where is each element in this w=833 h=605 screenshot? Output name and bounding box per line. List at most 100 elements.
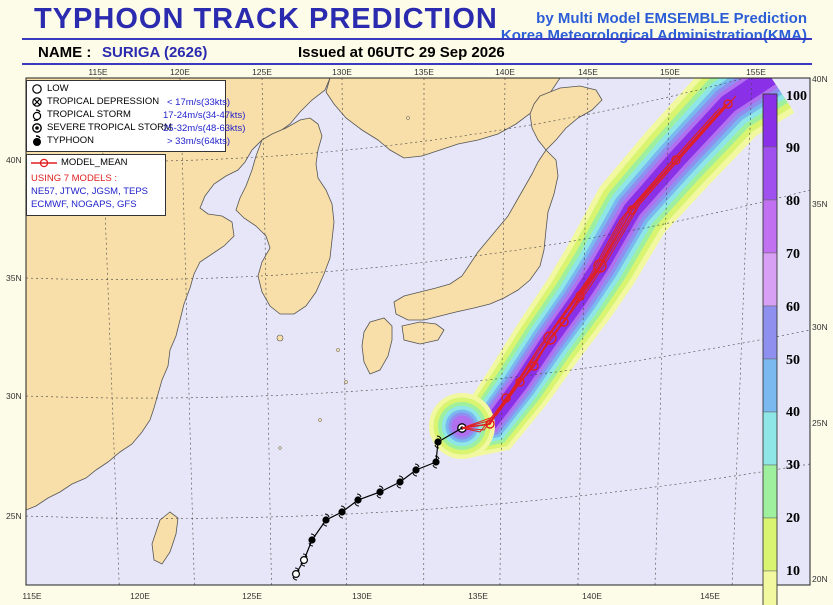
model-legend: MODEL_MEAN USING 7 MODELS : NE57, JTWC, … [26,154,166,216]
colorbar-label-30: 30 [786,458,800,473]
model-mean-label: MODEL_MEAN [61,157,128,168]
land-jeju [276,334,284,342]
page-title: TYPHOON TRACK PREDICTION [34,3,498,35]
tropical-storm-icon [300,553,309,567]
lon-label-bottom: 145E [700,591,720,601]
header-rule-bottom [22,63,812,65]
typhoon-icon [432,455,440,469]
lon-label-top: 150E [660,67,680,77]
legend-row-low: LOW [31,82,69,95]
forecast-tracks [292,95,737,581]
parallel-line [26,189,810,280]
lat-label-right: 40N [812,74,828,84]
legend-label-storm: TROPICAL STORM [47,109,131,120]
header-rule-top [22,38,812,40]
lon-label-top: 130E [332,67,352,77]
threshold-storm: 17-24m/s(34-47kts) [163,110,246,121]
lon-label-top: 120E [170,67,190,77]
model-mean-point [559,317,569,327]
intensity-legend: LOW TROPICAL DEPRESSION TROPICAL STORM S… [26,80,245,152]
typhoon-icon [396,475,404,489]
model-mean-point [593,259,607,273]
lon-label-top: 140E [495,67,515,77]
colorbar-segment [762,464,778,519]
colorbar-segment [762,517,778,572]
lat-lon-grid [26,78,810,585]
lon-label-top: 155E [746,67,766,77]
threshold-severe: 25-32m/s(48-63kts) [163,123,246,134]
probability-colorbar [762,93,778,605]
lon-label-top: 115E [88,67,108,77]
lon-label-top: 125E [252,67,272,77]
low-icon [32,83,42,94]
lon-label-bottom: 135E [468,591,488,601]
lat-label-left: 25N [6,511,22,521]
land-island [406,116,410,120]
model-mean-point [529,361,539,371]
name-label: NAME : [38,44,92,61]
models-list-line2: ECMWF, NOGAPS, GFS [31,199,137,210]
colorbar-segment [762,358,778,413]
tropical-storm-icon [32,108,42,121]
typhoon-icon [376,485,384,499]
model-mean-point [671,155,681,165]
land-korea [235,117,335,315]
colorbar-label-10: 10 [786,564,800,579]
lat-label-left: 35N [6,273,22,283]
typhoon-icon [322,513,330,527]
colorbar-label-80: 80 [786,194,800,209]
model-mean-point [543,331,557,345]
lon-label-bottom: 115E [22,591,42,601]
land-island [318,418,322,422]
legend-row-depression: TROPICAL DEPRESSION [31,95,159,108]
typhoon-icon [308,533,316,547]
models-list-line1: NE57, JTWC, JGSM, TEPS [31,186,149,197]
model-mean-point [723,99,733,109]
lon-label-bottom: 130E [352,591,372,601]
typhoon-icon [412,463,420,477]
threshold-depression: < 17m/s(33kts) [167,97,231,108]
colorbar-segment [762,305,778,360]
lon-label-bottom: 125E [242,591,262,601]
lat-label-right: 30N [812,322,828,332]
lat-label-left: 30N [6,391,22,401]
colorbar-label-100: 100 [786,89,807,104]
land-kyushu [361,317,393,375]
colorbar-label-70: 70 [786,247,800,262]
land-hokkaido [529,85,603,151]
issued-time: Issued at 06UTC 29 Sep 2026 [298,44,505,61]
severe-tropical-storm-icon [32,122,42,133]
lat-label-left: 40N [6,155,22,165]
colorbar-segment [762,411,778,466]
land-island [344,380,348,384]
lon-label-top: 145E [578,67,598,77]
lon-label-bottom: 140E [582,591,602,601]
tropical-storm-icon [292,567,301,581]
typhoon-icon [33,134,41,146]
tropical-depression-icon [32,96,42,107]
legend-label-typhoon: TYPHOON [47,135,94,146]
model-mean-track [461,103,729,429]
legend-label-severe: SEVERE TROPICAL STORM [47,122,172,133]
colorbar-label-90: 90 [786,141,800,156]
map-frame [25,77,811,586]
colorbar-segment [762,570,778,605]
colorbar-segment [762,146,778,201]
model-mean-point [485,419,495,429]
legend-label-low: LOW [47,83,69,94]
colorbar-label-60: 60 [786,300,800,315]
model-mean-line-icon [31,158,57,168]
models-count-label: USING 7 MODELS : [31,173,118,184]
axis-labels: 115E 120E 125E 130E 135E 140E 145E 150E 155E 115E… [6,67,828,601]
colorbar-label-40: 40 [786,405,800,420]
land-island [336,348,340,352]
legend-row-severe: SEVERE TROPICAL STORM [31,121,172,134]
land-honshu [393,149,559,321]
colorbar-label-50: 50 [786,353,800,368]
colorbar-segment [762,252,778,307]
legend-label-depression: TROPICAL DEPRESSION [47,96,160,107]
model-mean-point [515,377,525,387]
legend-row-storm: TROPICAL STORM [31,108,131,121]
